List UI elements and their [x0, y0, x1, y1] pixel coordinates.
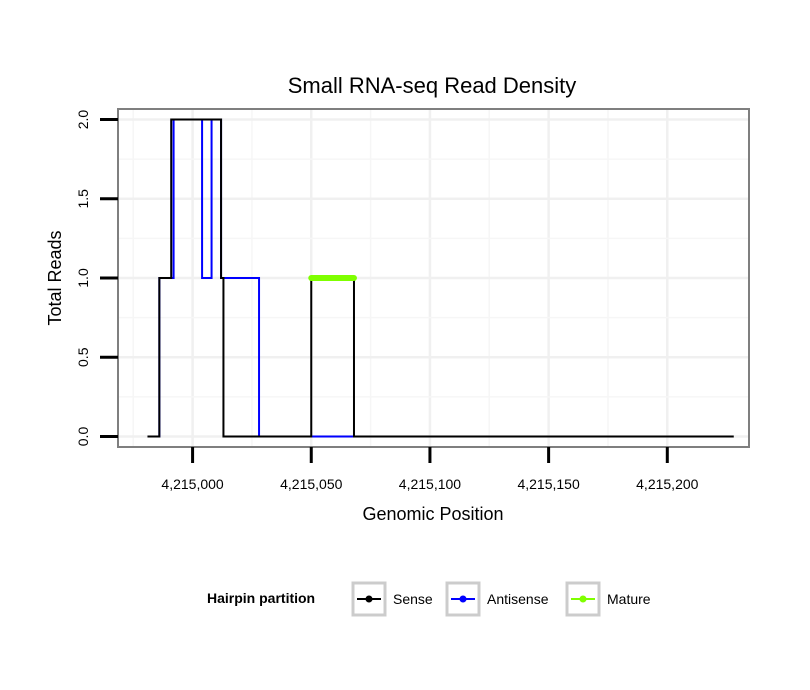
y-tick-label: 1.5 — [75, 189, 91, 209]
y-tick-label: 0.0 — [75, 427, 91, 447]
legend-key-point — [365, 595, 373, 603]
legend-item-mature: Mature — [565, 581, 651, 617]
y-tick-label: 2.0 — [75, 110, 91, 130]
x-axis: 4,215,000 4,215,050 4,215,100 4,215,150 4,21… — [161, 447, 699, 492]
x-tick-label: 4,215,050 — [280, 476, 342, 492]
legend-title: Hairpin partition — [207, 590, 315, 606]
x-axis-title: Genomic Position — [362, 504, 503, 524]
legend-label: Mature — [607, 591, 651, 607]
y-axis: 0.0 0.5 1.0 1.5 2.0 — [75, 110, 118, 447]
x-tick-label: 4,215,200 — [636, 476, 698, 492]
chart-title: Small RNA-seq Read Density — [288, 73, 577, 98]
x-tick-label: 4,215,100 — [399, 476, 461, 492]
chart-grid — [119, 110, 748, 446]
x-tick-label: 4,215,000 — [161, 476, 223, 492]
legend: Hairpin partition Sense Antisense Mature — [207, 581, 651, 617]
x-tick-label: 4,215,150 — [517, 476, 579, 492]
legend-key-point — [579, 595, 587, 603]
legend-key-point — [459, 595, 467, 603]
legend-label: Sense — [393, 591, 433, 607]
series-layer — [147, 118, 734, 438]
legend-item-antisense: Antisense — [445, 581, 549, 617]
y-tick-label: 1.0 — [75, 268, 91, 288]
legend-label: Antisense — [487, 591, 549, 607]
legend-item-sense: Sense — [351, 581, 433, 617]
y-tick-label: 0.5 — [75, 347, 91, 367]
y-axis-title: Total Reads — [45, 230, 65, 325]
